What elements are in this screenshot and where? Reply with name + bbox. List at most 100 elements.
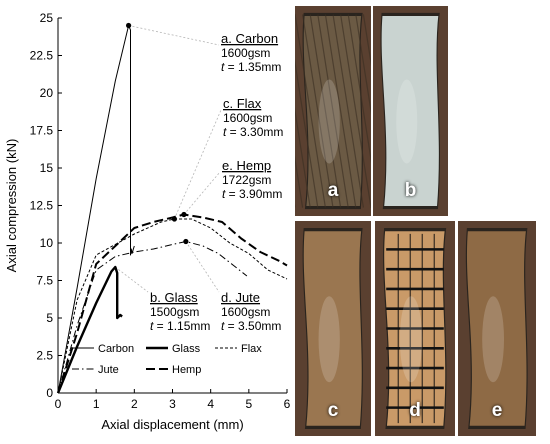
chart: 0 2.5 5 7.5 10 12.5 15 17.5 20 22.5 25 0 1 2 3 4 5 6 Axial… bbox=[4, 11, 291, 432]
annotation-gsm: 1722gsm bbox=[222, 173, 271, 187]
weave-line bbox=[295, 13, 326, 209]
legend-label-flax: Flax bbox=[241, 343, 262, 355]
leader-line bbox=[174, 109, 222, 220]
legend-label-glass: Glass bbox=[172, 343, 201, 355]
thickness-symbol: t bbox=[222, 187, 226, 201]
light-reflection bbox=[399, 296, 423, 383]
specimen-drawing bbox=[373, 6, 448, 216]
specimen-drawing bbox=[295, 221, 371, 436]
legend: Carbon Glass Flax Jute Hemp bbox=[72, 343, 262, 376]
specimen-photo-e: e bbox=[458, 221, 536, 436]
specimen-photo-d: d bbox=[375, 221, 455, 436]
weave-line bbox=[317, 13, 349, 209]
y-tick-label: 5 bbox=[46, 311, 53, 325]
weave-line bbox=[355, 13, 371, 115]
x-tick-label: 2 bbox=[131, 397, 138, 411]
y-tick-label: 22.5 bbox=[30, 49, 54, 63]
specimen-drawing bbox=[375, 221, 455, 436]
annotation-thickness: t = 3.30mm bbox=[223, 125, 283, 139]
annotation-name: d. Jute bbox=[221, 290, 260, 305]
y-tick-label: 20 bbox=[40, 86, 54, 100]
leader-line bbox=[128, 25, 220, 46]
leader-line bbox=[115, 266, 149, 293]
thickness-symbol: t bbox=[221, 60, 225, 74]
chart-series bbox=[56, 25, 288, 394]
legend-label-carbon: Carbon bbox=[98, 343, 134, 355]
y-tick-label: 2.5 bbox=[36, 349, 53, 363]
peak-markers bbox=[126, 22, 189, 245]
light-reflection bbox=[318, 296, 340, 383]
annotation-name: e. Hemp bbox=[222, 158, 271, 173]
photo-label: d bbox=[409, 400, 421, 421]
light-reflection bbox=[396, 79, 418, 164]
weave-line bbox=[340, 13, 371, 209]
specimen-drawing bbox=[295, 6, 371, 216]
annotation-gsm: 1600gsm bbox=[223, 111, 272, 125]
annotation-name: a. Carbon bbox=[221, 31, 278, 46]
x-tick-label: 1 bbox=[93, 397, 100, 411]
thickness-value: = 1.15mm bbox=[153, 319, 210, 333]
series-line-flax bbox=[57, 218, 288, 394]
thickness-symbol: t bbox=[150, 319, 154, 333]
peak-marker-carbon bbox=[126, 22, 132, 29]
leader-line bbox=[185, 241, 220, 293]
y-tick-label: 17.5 bbox=[30, 124, 54, 138]
weave-line bbox=[302, 13, 334, 209]
specimen-photo-c: c bbox=[295, 221, 371, 436]
annotation-thickness: t = 3.50mm bbox=[221, 319, 281, 333]
specimen-photos: a b c d e bbox=[292, 0, 550, 444]
chart-axes: 0 2.5 5 7.5 10 12.5 15 17.5 20 22.5 25 0 1 2 3 4 5 6 Axial… bbox=[4, 11, 291, 432]
peak-marker-jute bbox=[183, 238, 189, 245]
photo-label: e bbox=[491, 400, 503, 421]
annotation-thickness: t = 1.15mm bbox=[150, 319, 210, 333]
peak-marker-hemp bbox=[181, 211, 187, 218]
weave-line bbox=[295, 58, 319, 209]
annotation-gsm: 1600gsm bbox=[221, 46, 270, 60]
series-line-jute bbox=[57, 241, 248, 394]
y-axis-title: Axial compression (kN) bbox=[4, 139, 19, 273]
y-tick-label: 0 bbox=[46, 386, 53, 400]
thickness-value: = 1.35mm bbox=[224, 60, 281, 74]
photo-label: c bbox=[327, 400, 339, 421]
specimen-photo-a: a bbox=[295, 6, 371, 216]
legend-label-hemp: Hemp bbox=[172, 364, 201, 376]
photo-label: a bbox=[327, 180, 339, 201]
leader-line bbox=[183, 171, 221, 215]
y-tick-label: 7.5 bbox=[36, 274, 53, 288]
x-tick-label: 4 bbox=[207, 397, 214, 411]
specimen-drawing bbox=[458, 221, 536, 436]
annotation-thickness: t = 3.90mm bbox=[222, 187, 282, 201]
y-tick-label: 12.5 bbox=[30, 199, 54, 213]
peak-marker-flax bbox=[171, 216, 178, 222]
weave-line bbox=[295, 155, 304, 209]
thickness-symbol: t bbox=[223, 125, 227, 139]
weave-line bbox=[295, 107, 311, 209]
thickness-value: = 3.50mm bbox=[224, 319, 281, 333]
x-tick-label: 0 bbox=[55, 397, 62, 411]
weave-line bbox=[309, 13, 342, 209]
annotation-name: c. Flax bbox=[223, 96, 262, 111]
thickness-value: = 3.30mm bbox=[226, 125, 283, 139]
y-tick-label: 10 bbox=[40, 236, 54, 250]
series-line-glass bbox=[56, 265, 123, 394]
specimen-tube bbox=[465, 227, 528, 430]
light-reflection bbox=[482, 296, 505, 383]
annotation-thickness: t = 1.35mm bbox=[221, 60, 281, 74]
weave-line bbox=[362, 13, 371, 67]
annotation-name: b. Glass bbox=[150, 290, 198, 305]
thickness-symbol: t bbox=[221, 319, 225, 333]
weave-line bbox=[332, 13, 364, 209]
specimen-tube bbox=[302, 227, 363, 430]
series-line-hemp bbox=[57, 213, 288, 394]
x-axis-title: Axial displacement (mm) bbox=[101, 417, 243, 432]
weave-line bbox=[347, 13, 371, 164]
light-reflection bbox=[318, 79, 340, 164]
x-tick-label: 6 bbox=[284, 397, 291, 411]
x-tick-label: 3 bbox=[169, 397, 176, 411]
